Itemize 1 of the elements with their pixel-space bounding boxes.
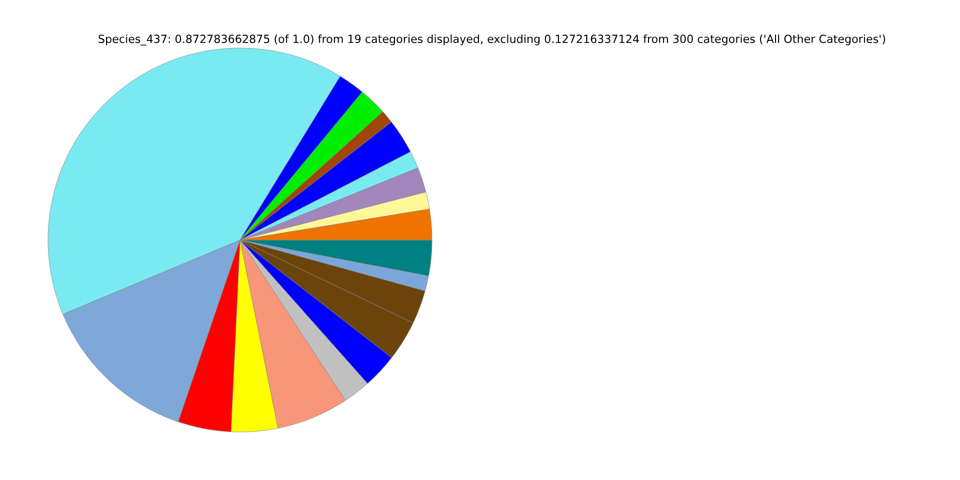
text: Species_437: 0.872783662875 (of 1.0) from 19 categories displayed, excluding 0.127216337124 from 300 categories ('All Other Categories') [98,34,886,46]
